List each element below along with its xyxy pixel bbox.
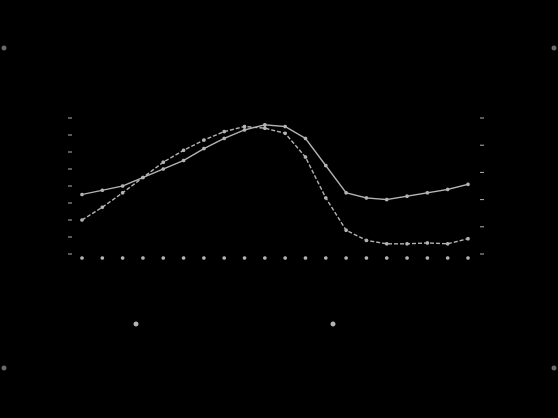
- series-1-point: [384, 197, 389, 202]
- series-1-point: [222, 136, 227, 141]
- series-1-point: [445, 187, 450, 192]
- series-2-point: [303, 155, 308, 159]
- x-tick: [445, 256, 450, 260]
- x-tick: [161, 256, 166, 260]
- series-1-point: [161, 167, 166, 171]
- series-2-point: [323, 196, 328, 200]
- corner-dot-bottom-left: [1, 365, 7, 371]
- series-1-point: [242, 128, 247, 132]
- series-1-point: [405, 194, 409, 198]
- x-tick: [100, 256, 105, 260]
- series-2-point: [181, 148, 186, 153]
- series-2-point: [120, 191, 125, 195]
- x-tick: [120, 256, 125, 260]
- series-1-point: [466, 182, 470, 187]
- x-tick: [202, 256, 206, 260]
- corner-dot-top-right: [551, 45, 557, 51]
- x-tick: [384, 256, 389, 260]
- series-2-point: [222, 129, 227, 134]
- x-tick: [222, 256, 227, 260]
- series-2-point: [141, 175, 145, 180]
- series-1-point: [303, 136, 308, 141]
- x-tick: [303, 256, 308, 260]
- series-2-point: [425, 241, 430, 245]
- corner-dot-top-left: [1, 45, 7, 51]
- x-tick: [344, 256, 348, 260]
- series-1-point: [323, 163, 328, 168]
- x-tick: [283, 256, 287, 260]
- legend: [133, 321, 336, 327]
- series-1-point: [100, 188, 105, 193]
- series-layer: [80, 123, 470, 246]
- series-2-point: [283, 131, 287, 136]
- series-2-point: [80, 218, 84, 222]
- series-1-point: [263, 123, 267, 127]
- corner-dot-bottom-right: [551, 365, 557, 371]
- series-2-point: [344, 228, 348, 232]
- x-tick: [364, 256, 369, 260]
- x-tick: [80, 256, 84, 260]
- series-1-point: [80, 192, 84, 197]
- legend-marker-series-1: [133, 321, 139, 327]
- series-2-point: [364, 238, 369, 243]
- series-1-line: [81, 124, 469, 201]
- series-2-point: [242, 124, 247, 129]
- series-2-point: [384, 242, 389, 246]
- x-axis-ticks: [80, 256, 470, 260]
- x-tick: [425, 256, 430, 260]
- y-axis-left-ticks: [68, 117, 72, 255]
- series-1-point: [425, 191, 430, 195]
- series-2-point: [405, 242, 409, 246]
- x-tick: [405, 256, 409, 260]
- x-tick: [242, 256, 247, 260]
- series-2-point: [466, 236, 470, 241]
- legend-marker-series-2: [330, 321, 336, 327]
- series-1-point: [344, 191, 348, 195]
- series-2-point: [161, 160, 166, 164]
- series-2-point: [445, 242, 450, 246]
- series-2-point: [202, 138, 206, 142]
- x-tick: [141, 256, 145, 260]
- series-1-point: [283, 124, 287, 129]
- series-2-line: [81, 125, 469, 245]
- series-1-point: [120, 184, 125, 188]
- series-1-point: [181, 158, 186, 163]
- x-tick: [263, 256, 267, 260]
- series-1-point: [364, 196, 369, 200]
- series-2-point: [263, 126, 267, 130]
- x-tick: [323, 256, 328, 260]
- series-1-point: [202, 146, 206, 151]
- series-2-point: [100, 205, 105, 210]
- y-axis-right-ticks: [480, 117, 484, 255]
- x-tick: [466, 256, 470, 260]
- x-tick: [181, 256, 186, 260]
